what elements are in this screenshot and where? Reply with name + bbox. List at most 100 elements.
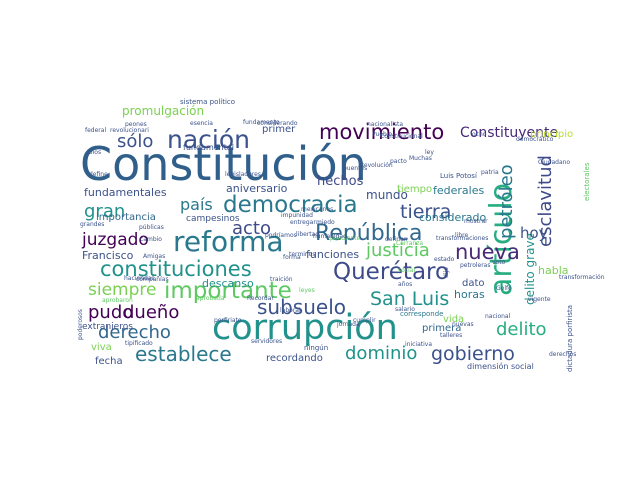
cloud-word: República	[315, 221, 423, 246]
cloud-word: corrupción	[212, 308, 398, 348]
cloud-word: revolucionari	[110, 127, 149, 134]
cloud-word: legisladores	[225, 171, 261, 178]
cloud-word: dominio	[345, 343, 417, 364]
cloud-word: establece	[135, 342, 232, 366]
cloud-word: primer	[262, 124, 296, 135]
cloud-word: considerando	[257, 120, 298, 127]
cloud-word: servidores	[251, 338, 282, 345]
cloud-word: dictadura porfirista	[566, 305, 574, 372]
cloud-word: fecha	[95, 356, 123, 367]
cloud-word: impunidad	[281, 212, 313, 219]
cloud-word: funciones	[306, 248, 359, 261]
cloud-word: promulgación	[122, 104, 204, 118]
cloud-word: reforma	[173, 225, 284, 258]
cloud-word: gobierno	[431, 343, 515, 365]
cloud-word: recordando	[266, 353, 323, 364]
cloud-word: poderosos	[77, 309, 84, 340]
cloud-word: peones	[125, 121, 147, 128]
cloud-word: entregar	[290, 219, 316, 226]
cloud-word: esclavitud	[535, 155, 556, 247]
cloud-word: públicas	[139, 224, 164, 231]
cloud-word: constituciones	[100, 257, 252, 281]
cloud-word: tiempo	[397, 184, 432, 195]
cloud-word: horas	[454, 288, 485, 301]
cloud-word: nuevas	[452, 321, 474, 328]
cloud-word: subsuelo	[257, 295, 346, 319]
cloud-word: San Luis	[370, 288, 449, 310]
cloud-word: Ciudadano	[538, 159, 570, 166]
cloud-word: definen	[385, 236, 408, 243]
cloud-word: grandes	[80, 221, 104, 228]
cloud-word: voto	[492, 259, 506, 266]
cloud-word: petróleo	[496, 164, 517, 239]
cloud-word: campesinos	[186, 214, 240, 224]
cloud-word: años	[398, 281, 412, 288]
cloud-word: Luis Potosí	[440, 172, 478, 180]
cloud-word: nacionalista	[367, 121, 403, 128]
cloud-word: traición	[270, 276, 293, 283]
cloud-word: Constituyente	[460, 125, 558, 141]
cloud-word: dato	[462, 278, 485, 289]
cloud-word: social	[398, 267, 415, 274]
cloud-word: nación	[167, 125, 250, 154]
cloud-word: fundamento	[243, 119, 280, 126]
cloud-word: primera	[422, 323, 461, 334]
cloud-word: puentes	[343, 165, 367, 172]
cloud-word: Dios	[88, 149, 101, 156]
cloud-word: salario	[395, 306, 415, 313]
cloud-word: derecho	[98, 322, 171, 343]
cloud-word: gran	[84, 201, 125, 222]
cloud-word: leyes	[299, 287, 315, 294]
cloud-word: Revolución	[360, 162, 393, 169]
cloud-word: justicia	[365, 240, 430, 261]
cloud-word: Querétaro	[333, 259, 449, 285]
cloud-word: tipificado	[125, 340, 153, 347]
cloud-word: jornada	[336, 321, 360, 328]
cloud-word: esencia	[190, 120, 213, 127]
cloud-word: aprobaron	[102, 297, 133, 304]
cloud-word: electorales	[583, 162, 591, 201]
cloud-word: define	[89, 171, 108, 178]
cloud-word: federales	[433, 184, 484, 197]
cloud-word: tierra	[400, 201, 451, 223]
cloud-word: democrático	[516, 136, 554, 143]
cloud-word: Recordar	[247, 295, 274, 302]
cloud-word: mundo	[366, 188, 408, 202]
cloud-word: podríamos	[265, 232, 297, 239]
cloud-word: delito	[496, 319, 547, 340]
cloud-word: forma	[283, 254, 301, 261]
cloud-word: ningún	[304, 344, 328, 352]
cloud-word: ocho	[472, 131, 487, 138]
cloud-word: Pueblo	[372, 131, 392, 138]
cloud-word: siempre	[88, 280, 156, 300]
cloud-word: haciendas	[124, 275, 155, 282]
cloud-word: viva	[91, 342, 112, 353]
cloud-word: vigente	[528, 296, 551, 303]
cloud-word: libre	[455, 232, 468, 239]
cloud-word: federal	[85, 127, 106, 134]
cloud-word: democracia	[223, 192, 358, 218]
cloud-word: sistema político	[180, 98, 235, 106]
cloud-word: fundamentales	[84, 186, 167, 199]
cloud-word: porfiriato	[214, 317, 242, 324]
cloud-word: descanso	[202, 277, 254, 290]
cloud-word: cumplir	[353, 317, 376, 324]
cloud-word: movimiento	[319, 120, 444, 144]
cloud-word: patria	[481, 169, 499, 176]
cloud-word: ley	[425, 149, 434, 156]
cloud-word: aniversario	[226, 182, 288, 195]
cloud-word: talleres	[440, 332, 462, 339]
cloud-word: humanidad	[313, 233, 347, 240]
cloud-word: hoy	[520, 224, 548, 242]
cloud-word: Constitucional	[380, 133, 423, 140]
cloud-word: pacto	[390, 158, 407, 165]
cloud-word: aprobada	[196, 295, 225, 302]
cloud-word: iniciativa	[405, 341, 432, 348]
cloud-word: estado	[434, 256, 455, 263]
cloud-word: fundamental	[183, 143, 234, 152]
cloud-word: terminos	[289, 251, 316, 258]
cloud-word: derechos	[549, 351, 576, 358]
cloud-word: pudo	[88, 302, 133, 323]
cloud-word: Francisco	[82, 249, 134, 262]
cloud-word: vida	[443, 314, 464, 325]
